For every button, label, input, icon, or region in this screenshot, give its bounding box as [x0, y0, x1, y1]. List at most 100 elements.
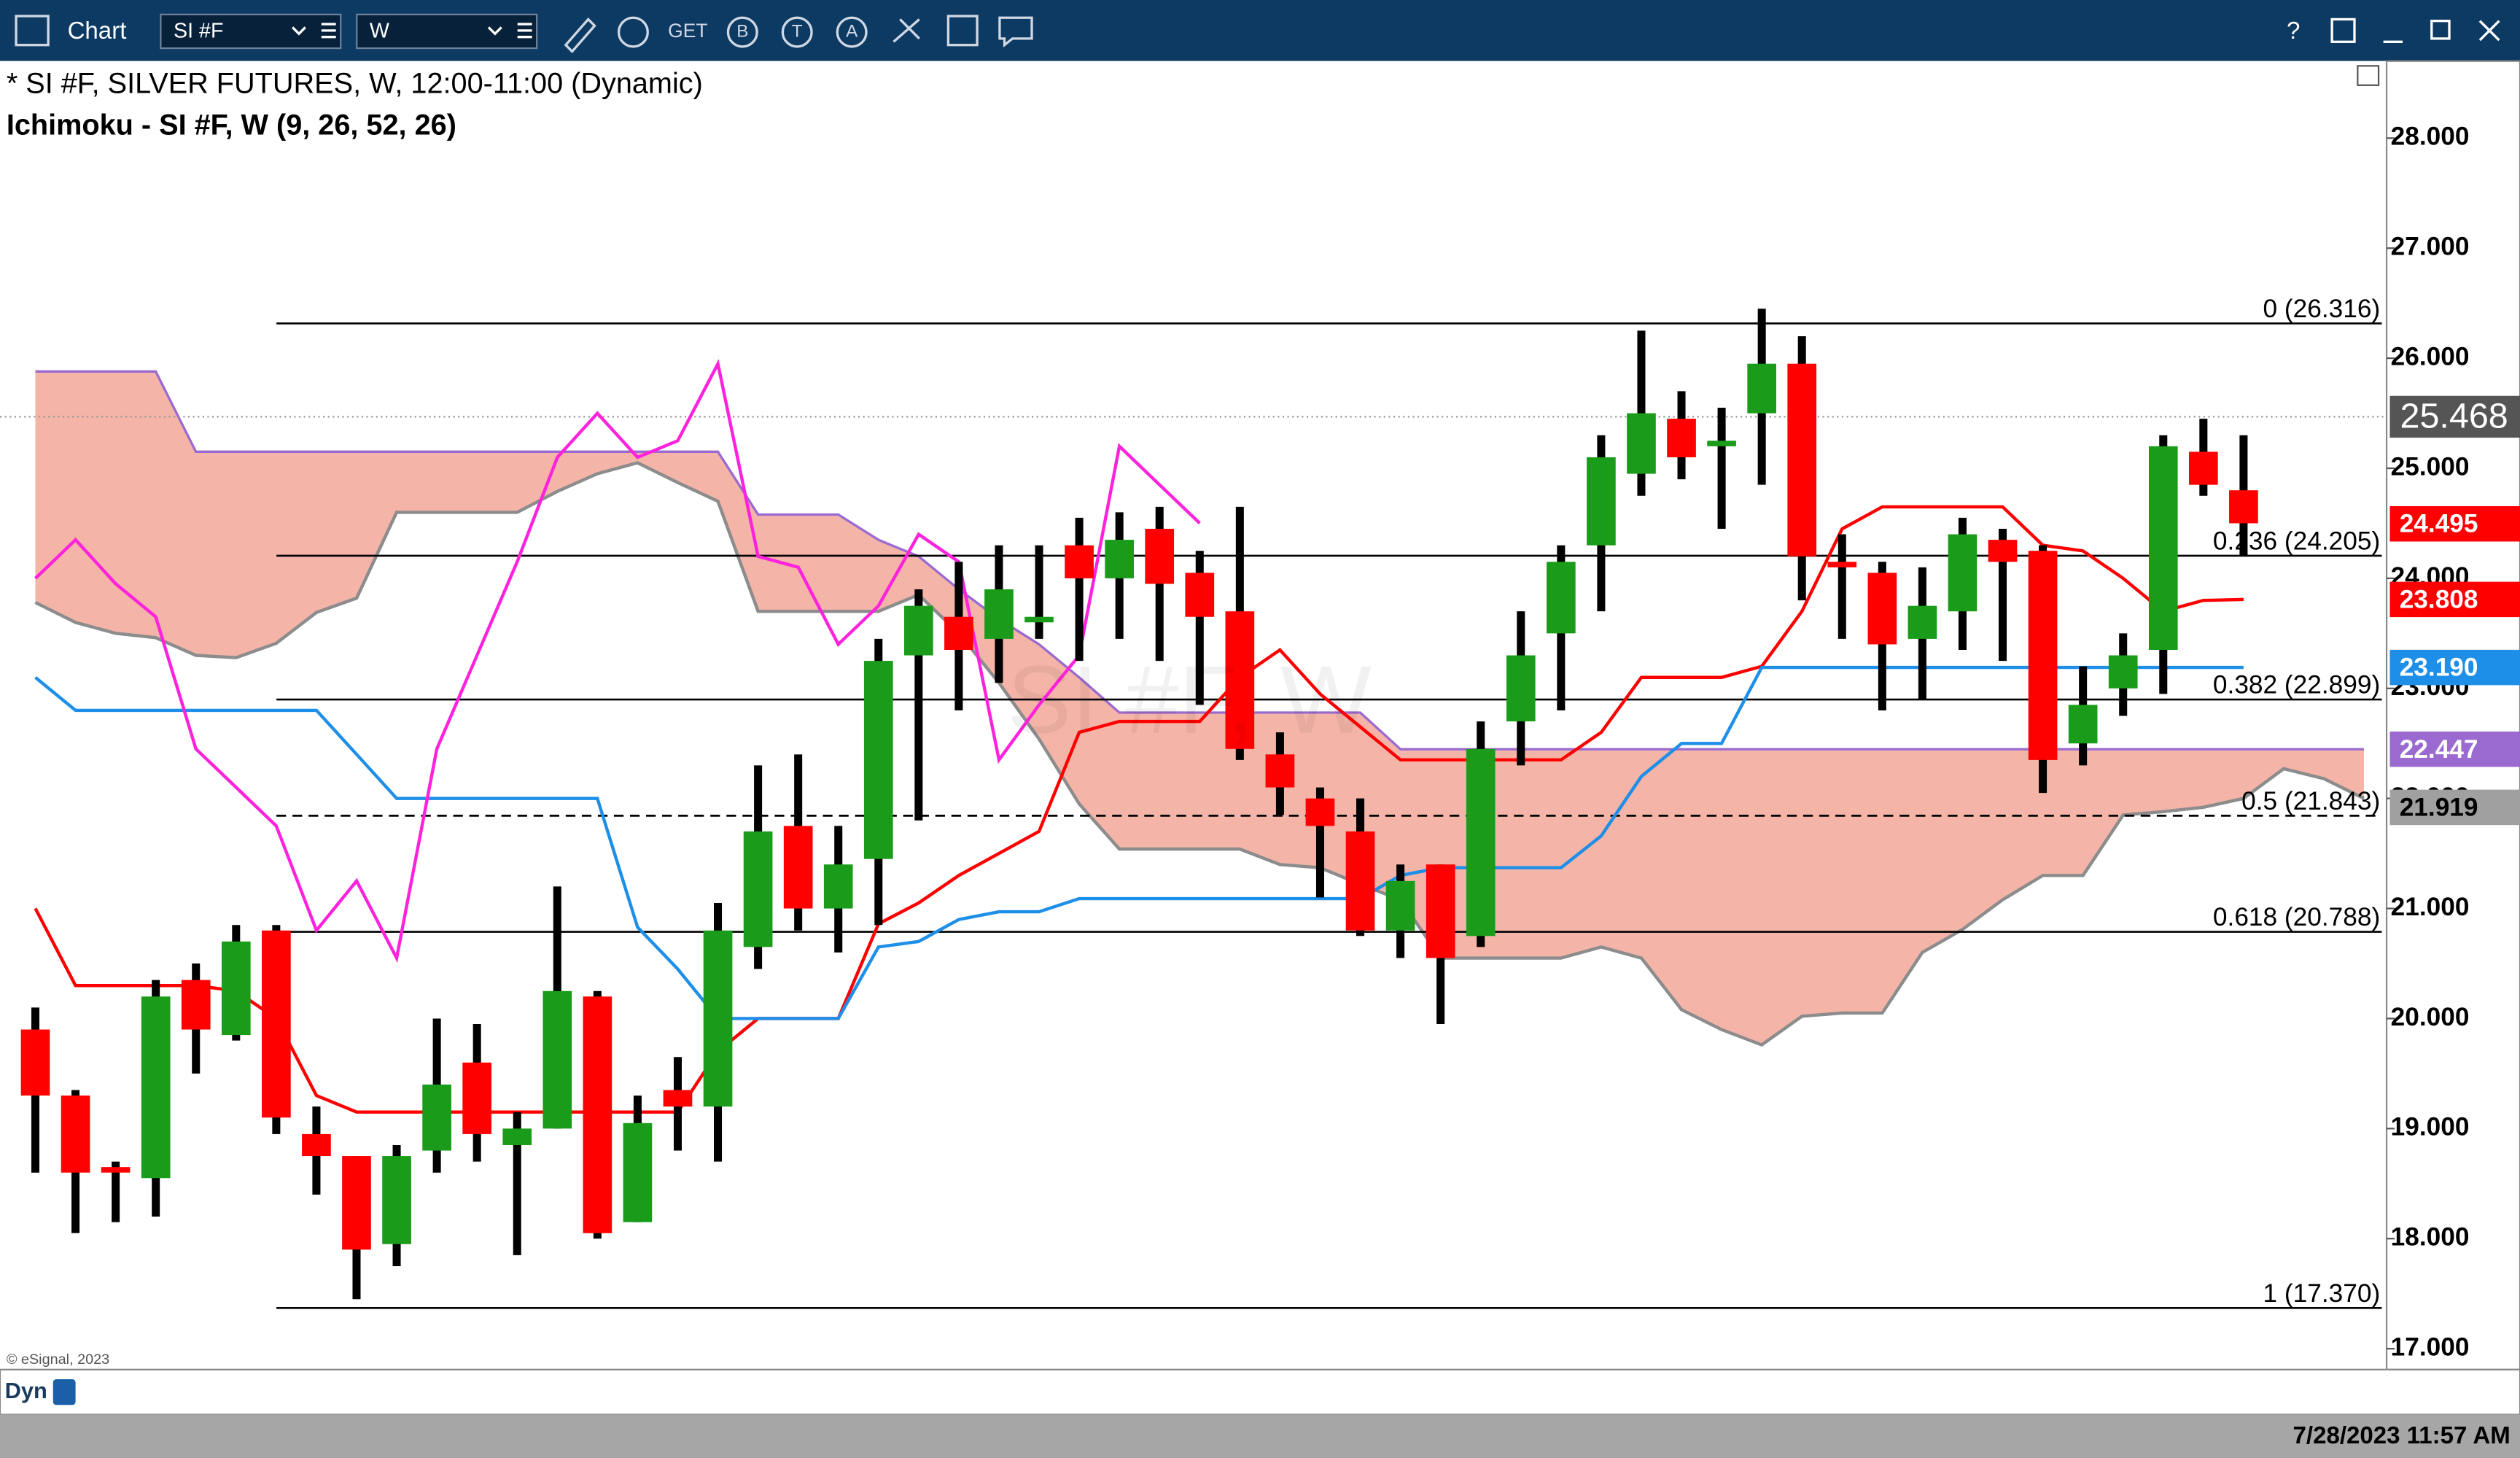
candle-body — [1667, 419, 1696, 457]
candle-body — [623, 1122, 653, 1222]
study-title: Ichimoku - SI #F, W (9, 26, 52, 26) — [7, 109, 456, 141]
y-tick-label: 26.000 — [2391, 342, 2470, 371]
candle-body — [1145, 529, 1175, 584]
dropdown-arrow[interactable] — [487, 26, 502, 36]
chart-icon — [15, 15, 50, 47]
edit-icon[interactable] — [946, 15, 979, 47]
chart-title: * SI #F, SILVER FUTURES, W, 12:00-11:00 … — [7, 67, 703, 99]
panel-icon[interactable] — [2357, 65, 2380, 86]
candle-body — [2229, 490, 2258, 524]
y-tick-label: 18.000 — [2391, 1223, 2470, 1252]
candle-body — [663, 1090, 693, 1107]
candle-body — [61, 1096, 90, 1173]
help-button[interactable]: ? — [2287, 18, 2300, 44]
study-icon[interactable] — [617, 16, 649, 48]
candle-body — [20, 1029, 50, 1096]
candle-body — [1627, 413, 1656, 474]
time-axis — [0, 1368, 2520, 1416]
indicator-line — [34, 505, 2244, 1114]
fib-label: 0 (26.316) — [2263, 295, 2381, 323]
interval[interactable]: W — [370, 20, 389, 43]
y-tick-label: 20.000 — [2391, 1003, 2470, 1031]
a-icon[interactable] — [836, 16, 868, 48]
candle-body — [2148, 446, 2178, 650]
price-marker-label: 23.190 — [2400, 654, 2478, 682]
draw-icon[interactable] — [564, 18, 596, 53]
comment-icon[interactable] — [998, 16, 1033, 48]
candle-body — [583, 996, 612, 1233]
candle-body — [1426, 864, 1455, 958]
copyright: © eSignal, 2023 — [7, 1352, 109, 1368]
plot-layer: 0 (26.316) 0.236 (24.205) 0.382 (22.899) 0.… — [0, 295, 2387, 1309]
candle-body — [1385, 880, 1415, 931]
get-icon[interactable]: GET — [668, 20, 707, 42]
window-button[interactable] — [2330, 18, 2356, 43]
fib-label: 0.618 (20.788) — [2213, 903, 2380, 931]
price-marker — [2389, 649, 2520, 686]
candle-body — [1305, 798, 1335, 826]
candle-body — [2068, 705, 2098, 744]
candle-body — [1225, 611, 1255, 749]
list-icon[interactable] — [321, 23, 336, 39]
candle-body — [1827, 562, 1857, 567]
cloud-fill — [35, 371, 2364, 1045]
candle-body — [1065, 545, 1094, 578]
b-icon-letter[interactable]: B — [736, 21, 748, 41]
b-icon[interactable] — [726, 16, 758, 48]
candle-body — [1506, 655, 1536, 722]
watermark: SI #F, W — [1007, 646, 1372, 754]
candle-body — [703, 930, 733, 1107]
fib-label: 0.236 (24.205) — [2213, 527, 2380, 556]
candle-body — [2028, 551, 2058, 760]
candle-body — [1105, 540, 1134, 578]
fib-label: 0.382 (22.899) — [2213, 671, 2380, 699]
candle-body — [783, 826, 813, 909]
span-b-line — [35, 370, 2364, 751]
indicator-line — [34, 665, 2244, 1020]
candle-body — [382, 1156, 411, 1244]
candle-body — [1867, 573, 1897, 645]
candle-body — [101, 1167, 131, 1173]
candle-body — [342, 1156, 371, 1250]
candle-body — [542, 990, 572, 1129]
price-marker-label: 23.808 — [2400, 585, 2478, 613]
price-marker — [2389, 505, 2520, 542]
candle-body — [1547, 562, 1576, 634]
list-icon[interactable] — [517, 23, 532, 39]
candle-body — [1747, 363, 1776, 414]
lock-icon[interactable] — [52, 1379, 76, 1405]
price-marker-label: 21.919 — [2400, 793, 2478, 821]
symbol[interactable]: SI #F — [174, 20, 223, 43]
span-a-line — [34, 461, 2365, 1047]
candle-body — [2108, 655, 2138, 689]
y-tick-label: 25.000 — [2391, 452, 2470, 481]
price-marker — [2389, 789, 2520, 826]
candle-body — [1265, 754, 1295, 788]
candle-body — [462, 1062, 492, 1134]
candle-body — [984, 589, 1014, 639]
t-icon-letter[interactable]: T — [792, 21, 803, 41]
restore-button[interactable] — [2430, 19, 2451, 40]
close-button[interactable] — [2478, 20, 2500, 42]
timestamp: 7/28/2023 11:57 AM — [2293, 1422, 2511, 1449]
t-icon[interactable] — [781, 16, 813, 48]
symbol-box[interactable] — [160, 13, 342, 50]
y-tick-label: 28.000 — [2391, 123, 2470, 151]
tool-icon[interactable] — [892, 18, 920, 43]
dropdown-arrow[interactable] — [291, 26, 306, 36]
candle-body — [502, 1128, 532, 1145]
price-axis — [2385, 60, 2520, 1370]
last-price-box — [2389, 395, 2520, 438]
y-tick-label: 19.000 — [2391, 1113, 2470, 1141]
candle-body — [743, 831, 773, 947]
interval-box[interactable] — [356, 13, 538, 50]
candle-body — [1185, 573, 1215, 617]
y-tick-label: 27.000 — [2391, 233, 2470, 261]
candle-body — [1466, 748, 1496, 937]
candle-body — [1707, 441, 1736, 446]
mode-label[interactable]: Dyn — [5, 1378, 47, 1403]
y-tick-label: 17.000 — [2391, 1333, 2470, 1361]
a-icon-letter[interactable]: A — [846, 21, 858, 41]
